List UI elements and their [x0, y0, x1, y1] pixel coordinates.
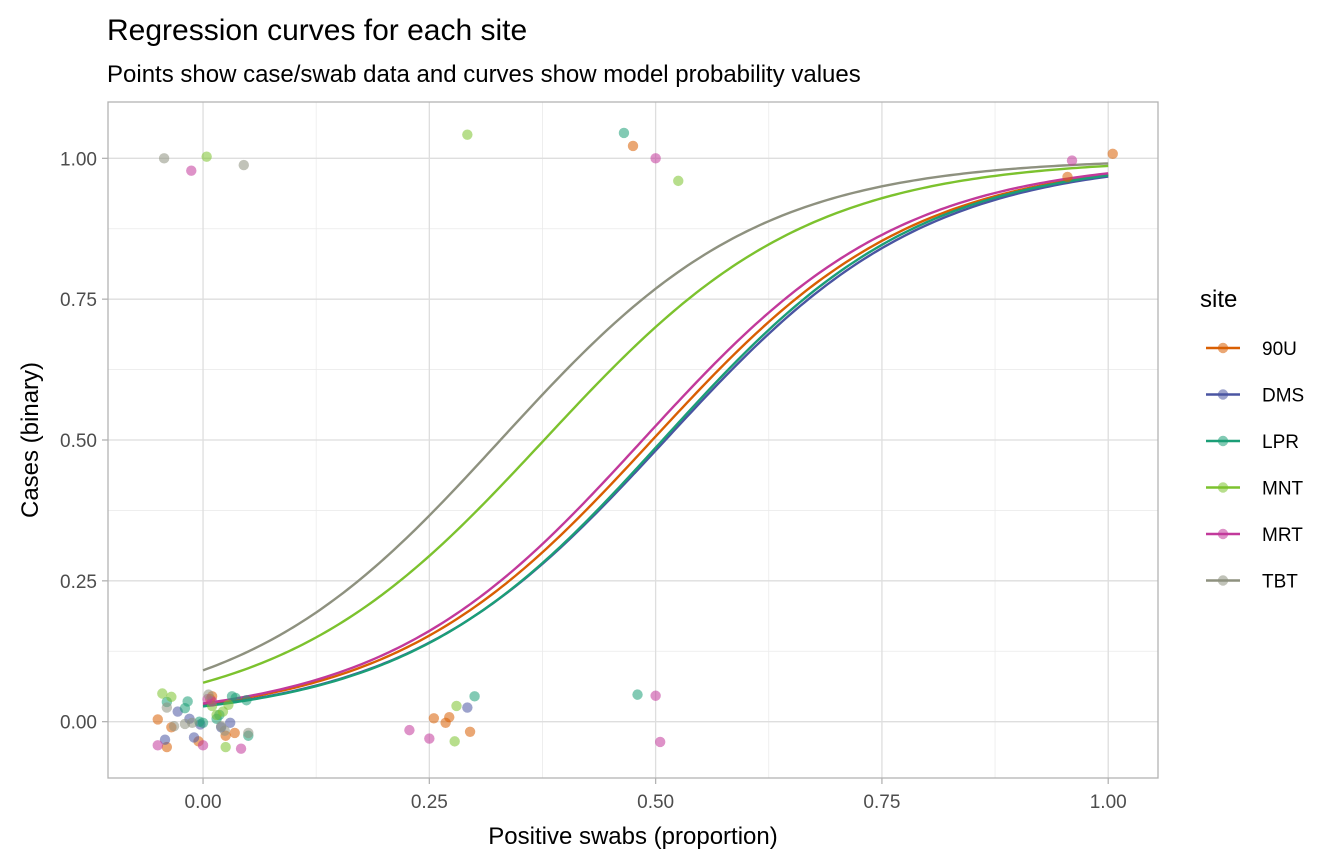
- point-mnt: [451, 700, 462, 712]
- point-dms: [225, 717, 236, 728]
- point-90u: [152, 714, 163, 725]
- point-mrt: [235, 743, 247, 754]
- plot-panel: [107, 101, 1159, 779]
- curve-mrt: [202, 172, 1109, 705]
- point-dms: [159, 734, 171, 745]
- point-mrt: [152, 740, 163, 751]
- point-tbt: [186, 717, 198, 728]
- point-mrt: [650, 690, 661, 701]
- x-tick-label: 0.50: [637, 792, 674, 813]
- point-tbt: [243, 727, 254, 739]
- x-tick-label: 0.75: [863, 792, 900, 813]
- point-mnt: [220, 741, 231, 753]
- point-dms: [188, 732, 200, 743]
- legend-point: [1217, 482, 1229, 493]
- point-mrt: [197, 740, 209, 751]
- point-tbt: [203, 689, 214, 700]
- curve-lpr: [202, 174, 1109, 708]
- point-lpr: [618, 127, 630, 139]
- legend-point: [1217, 528, 1229, 540]
- legend-key-mrt: MRT: [1206, 525, 1303, 546]
- point-mrt: [650, 153, 661, 164]
- curve-mnt: [202, 164, 1109, 684]
- y-tick-label: 0.75: [60, 290, 97, 311]
- point-tbt: [158, 153, 170, 164]
- point-90u: [464, 726, 476, 738]
- point-mnt: [157, 688, 168, 699]
- legend-point: [1217, 389, 1229, 400]
- legend-key-mnt: MNT: [1206, 479, 1304, 500]
- point-tbt: [219, 725, 230, 736]
- legend-label: MRT: [1262, 525, 1303, 546]
- legend-point: [1217, 342, 1229, 354]
- point-lpr: [230, 692, 241, 704]
- point-lpr: [632, 689, 643, 700]
- legend-label: LPR: [1262, 432, 1299, 453]
- legend-label: MNT: [1262, 479, 1304, 500]
- x-tick-label: 0.00: [185, 792, 222, 813]
- y-tick-label: 0.00: [60, 713, 97, 734]
- legend-label: TBT: [1262, 572, 1298, 593]
- point-90u: [1062, 171, 1073, 183]
- x-tick-label: 1.00: [1090, 792, 1127, 813]
- point-90u: [627, 140, 639, 152]
- point-90u: [444, 711, 455, 723]
- point-90u: [1107, 148, 1118, 160]
- x-tick-label: 0.25: [411, 792, 448, 813]
- point-mnt: [166, 691, 177, 703]
- curve-tbt: [202, 162, 1109, 672]
- point-mrt: [404, 724, 415, 736]
- legend: site 90U DMS LPR MNT MRT TBT: [1200, 286, 1304, 593]
- chart-subtitle: Points show case/swab data and curves sh…: [107, 61, 861, 88]
- legend-key-90u: 90U: [1206, 339, 1297, 360]
- point-lpr: [197, 717, 209, 728]
- point-mrt: [186, 165, 197, 176]
- point-mnt: [673, 175, 684, 187]
- curve-90u: [202, 173, 1109, 706]
- y-axis-title: Cases (binary): [17, 362, 44, 518]
- point-mnt: [223, 699, 234, 710]
- legend-point: [1217, 575, 1229, 586]
- legend-label: 90U: [1262, 339, 1297, 360]
- legend-key-dms: DMS: [1206, 386, 1304, 407]
- x-axis: 0.00 0.25 0.50 0.75 1.00: [185, 778, 1127, 813]
- point-dms: [462, 702, 473, 713]
- point-mnt: [449, 736, 460, 747]
- legend-key-tbt: TBT: [1206, 572, 1298, 593]
- point-mnt: [201, 151, 212, 162]
- point-90u: [428, 713, 440, 724]
- point-90u: [229, 727, 240, 739]
- point-mrt: [1066, 155, 1078, 166]
- y-tick-label: 0.50: [60, 431, 97, 452]
- legend-key-lpr: LPR: [1206, 432, 1299, 453]
- point-mnt: [462, 129, 473, 140]
- legend-title: site: [1200, 286, 1237, 313]
- point-lpr: [182, 696, 193, 707]
- legend-label: DMS: [1262, 386, 1304, 407]
- point-tbt: [168, 720, 180, 732]
- point-lpr: [241, 695, 252, 706]
- point-mrt: [424, 733, 435, 744]
- point-lpr: [469, 691, 480, 702]
- legend-point: [1217, 435, 1229, 447]
- x-axis-title: Positive swabs (proportion): [488, 823, 777, 850]
- point-tbt: [161, 702, 173, 713]
- y-tick-label: 0.25: [60, 572, 97, 593]
- y-tick-label: 1.00: [60, 149, 97, 170]
- point-mrt: [654, 736, 666, 748]
- chart-title: Regression curves for each site: [107, 14, 527, 47]
- point-tbt: [238, 159, 249, 171]
- y-axis: 0.00 0.25 0.50 0.75 1.00: [60, 149, 108, 734]
